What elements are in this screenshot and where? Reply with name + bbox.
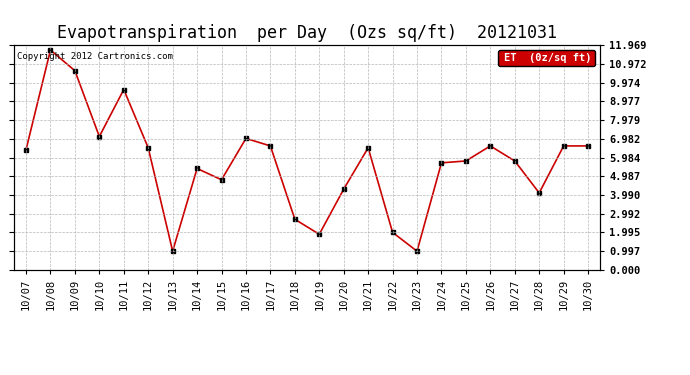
Text: Copyright 2012 Cartronics.com: Copyright 2012 Cartronics.com	[17, 52, 172, 61]
Legend: ET  (0z/sq ft): ET (0z/sq ft)	[498, 50, 595, 66]
Title: Evapotranspiration  per Day  (Ozs sq/ft)  20121031: Evapotranspiration per Day (Ozs sq/ft) 2…	[57, 24, 557, 42]
